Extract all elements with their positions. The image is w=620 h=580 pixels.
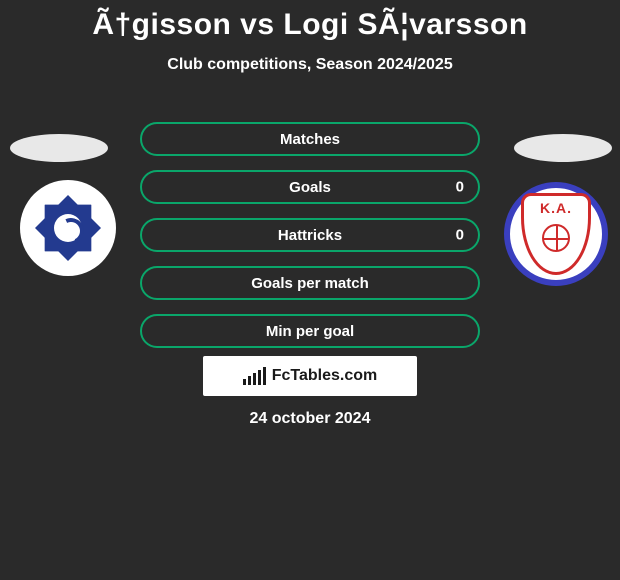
stats-panel: Matches Goals 0 Hattricks 0 Goals per ma… [140,122,480,348]
stat-label: Goals per match [251,275,369,292]
stat-label: Goals [289,179,331,196]
brand-text: FcTables.com [272,367,378,385]
bar-5 [263,367,266,385]
stat-value-right: 0 [456,179,464,196]
bar-4 [258,370,261,385]
stat-label: Matches [280,131,340,148]
stat-row-min-per-goal: Min per goal [140,314,480,348]
shield-icon: K.A. [521,193,591,275]
bar-3 [253,373,256,385]
brand-banner[interactable]: FcTables.com [203,356,417,396]
bar-2 [248,376,251,385]
stat-value-right: 0 [456,227,464,244]
player-left-ellipse [10,134,108,162]
club-badge-left [20,180,116,276]
stat-row-goals: Goals 0 [140,170,480,204]
player-right-ellipse [514,134,612,162]
page-subtitle: Club competitions, Season 2024/2025 [0,56,620,74]
club-badge-right: K.A. [504,182,608,286]
stat-label: Hattricks [278,227,342,244]
date-stamp: 24 october 2024 [0,410,620,428]
star-icon [29,189,107,267]
football-icon [542,224,570,252]
stat-row-hattricks: Hattricks 0 [140,218,480,252]
stat-row-goals-per-match: Goals per match [140,266,480,300]
bar-chart-icon [243,367,266,385]
page-title: Ã†gisson vs Logi SÃ¦varsson [0,0,620,42]
stat-label: Min per goal [266,323,354,340]
stat-row-matches: Matches [140,122,480,156]
shield-text: K.A. [540,200,572,216]
bar-1 [243,379,246,385]
